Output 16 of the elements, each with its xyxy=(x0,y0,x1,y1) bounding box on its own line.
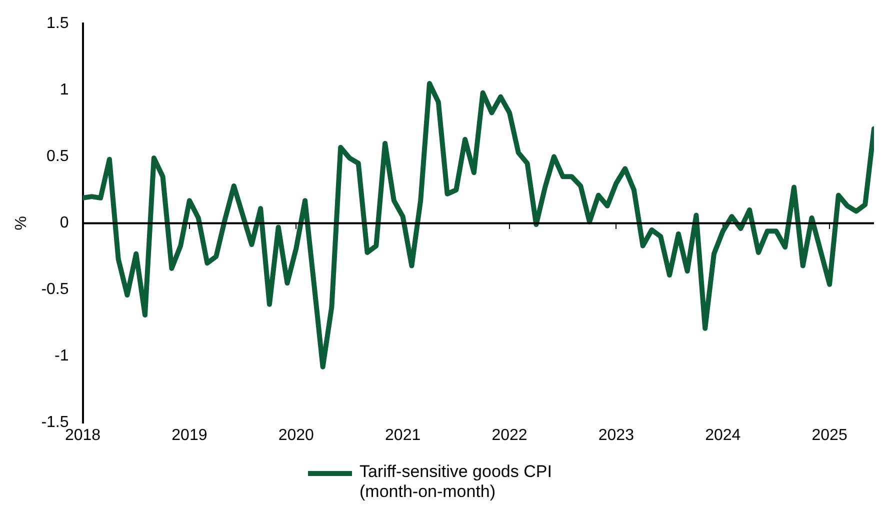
legend-label: Tariff-sensitive goods CPI (month-on-month) xyxy=(360,462,553,502)
x-tick-label: 2024 xyxy=(705,426,741,444)
y-tick-label: 1 xyxy=(60,82,69,99)
y-tick-label: 1.5 xyxy=(46,15,69,32)
x-tick-label: 2022 xyxy=(492,426,528,444)
x-tick-label: 2023 xyxy=(598,426,634,444)
x-tick-label: 2019 xyxy=(172,426,208,444)
y-tick-label: 0 xyxy=(60,214,69,232)
y-axis-title: % xyxy=(13,216,30,230)
x-tick-label: 2025 xyxy=(812,426,848,444)
x-tick-label: 2020 xyxy=(278,426,314,444)
x-tick-label: 2018 xyxy=(64,426,101,444)
y-tick-label: -0.5 xyxy=(41,281,69,298)
x-tick-label: 2021 xyxy=(385,426,421,444)
y-tick-label: 0.5 xyxy=(46,148,69,166)
y-tick-label: -1 xyxy=(54,348,69,365)
